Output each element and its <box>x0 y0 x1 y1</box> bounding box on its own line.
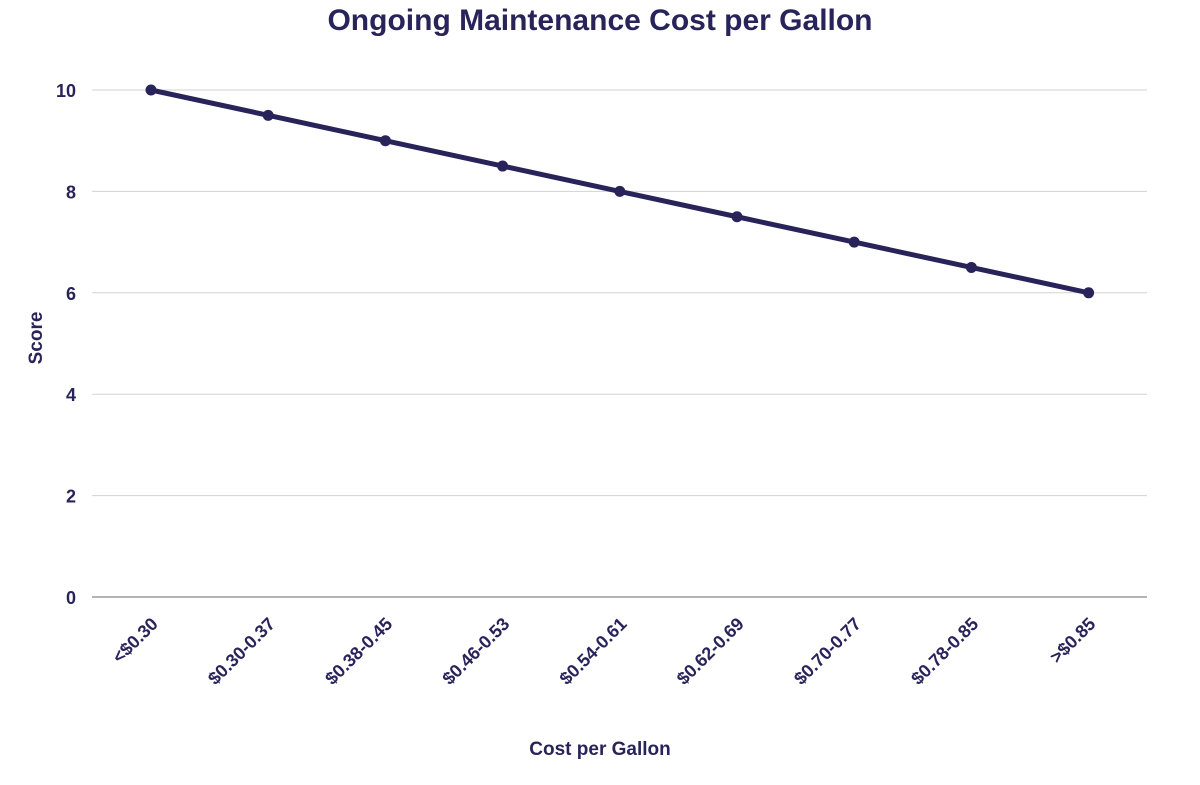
x-tick-label: $0.30-0.37 <box>204 614 279 689</box>
data-point <box>1083 287 1095 299</box>
y-tick-label-8: 8 <box>66 182 76 202</box>
x-axis-title: Cost per Gallon <box>529 739 670 760</box>
x-tick-label: $0.46-0.53 <box>438 614 513 689</box>
x-tick-label: <$0.30 <box>108 614 161 667</box>
data-point <box>731 211 743 223</box>
x-tick-labels: <$0.30 $0.30-0.37 $0.38-0.45 $0.46-0.53 $0.5… <box>108 614 1099 689</box>
data-point <box>145 84 157 96</box>
series-layer <box>145 84 1095 299</box>
y-tick-label-2: 2 <box>66 487 76 507</box>
y-tick-label-6: 6 <box>66 284 76 304</box>
y-tick-label-0: 0 <box>66 588 76 608</box>
y-axis-title: Score <box>26 312 47 365</box>
data-point <box>614 185 626 197</box>
y-tick-labels: 0 2 4 6 8 10 <box>56 81 76 608</box>
data-point <box>379 135 391 147</box>
x-tick-label: $0.38-0.45 <box>321 614 396 689</box>
data-point <box>848 236 860 248</box>
gridlines <box>92 89 1147 497</box>
y-tick-label-4: 4 <box>66 385 76 405</box>
x-tick-label: $0.54-0.61 <box>556 614 631 689</box>
x-tick-label: $0.78-0.85 <box>907 614 982 689</box>
data-point <box>262 109 274 121</box>
chart-title: Ongoing Maintenance Cost per Gallon <box>327 4 872 37</box>
x-tick-label: $0.70-0.77 <box>790 614 865 689</box>
data-point <box>965 261 977 273</box>
data-point <box>497 160 509 172</box>
y-tick-label-10: 10 <box>56 81 76 101</box>
x-tick-label: >$0.85 <box>1046 614 1099 667</box>
x-tick-label: $0.62-0.69 <box>673 614 748 689</box>
